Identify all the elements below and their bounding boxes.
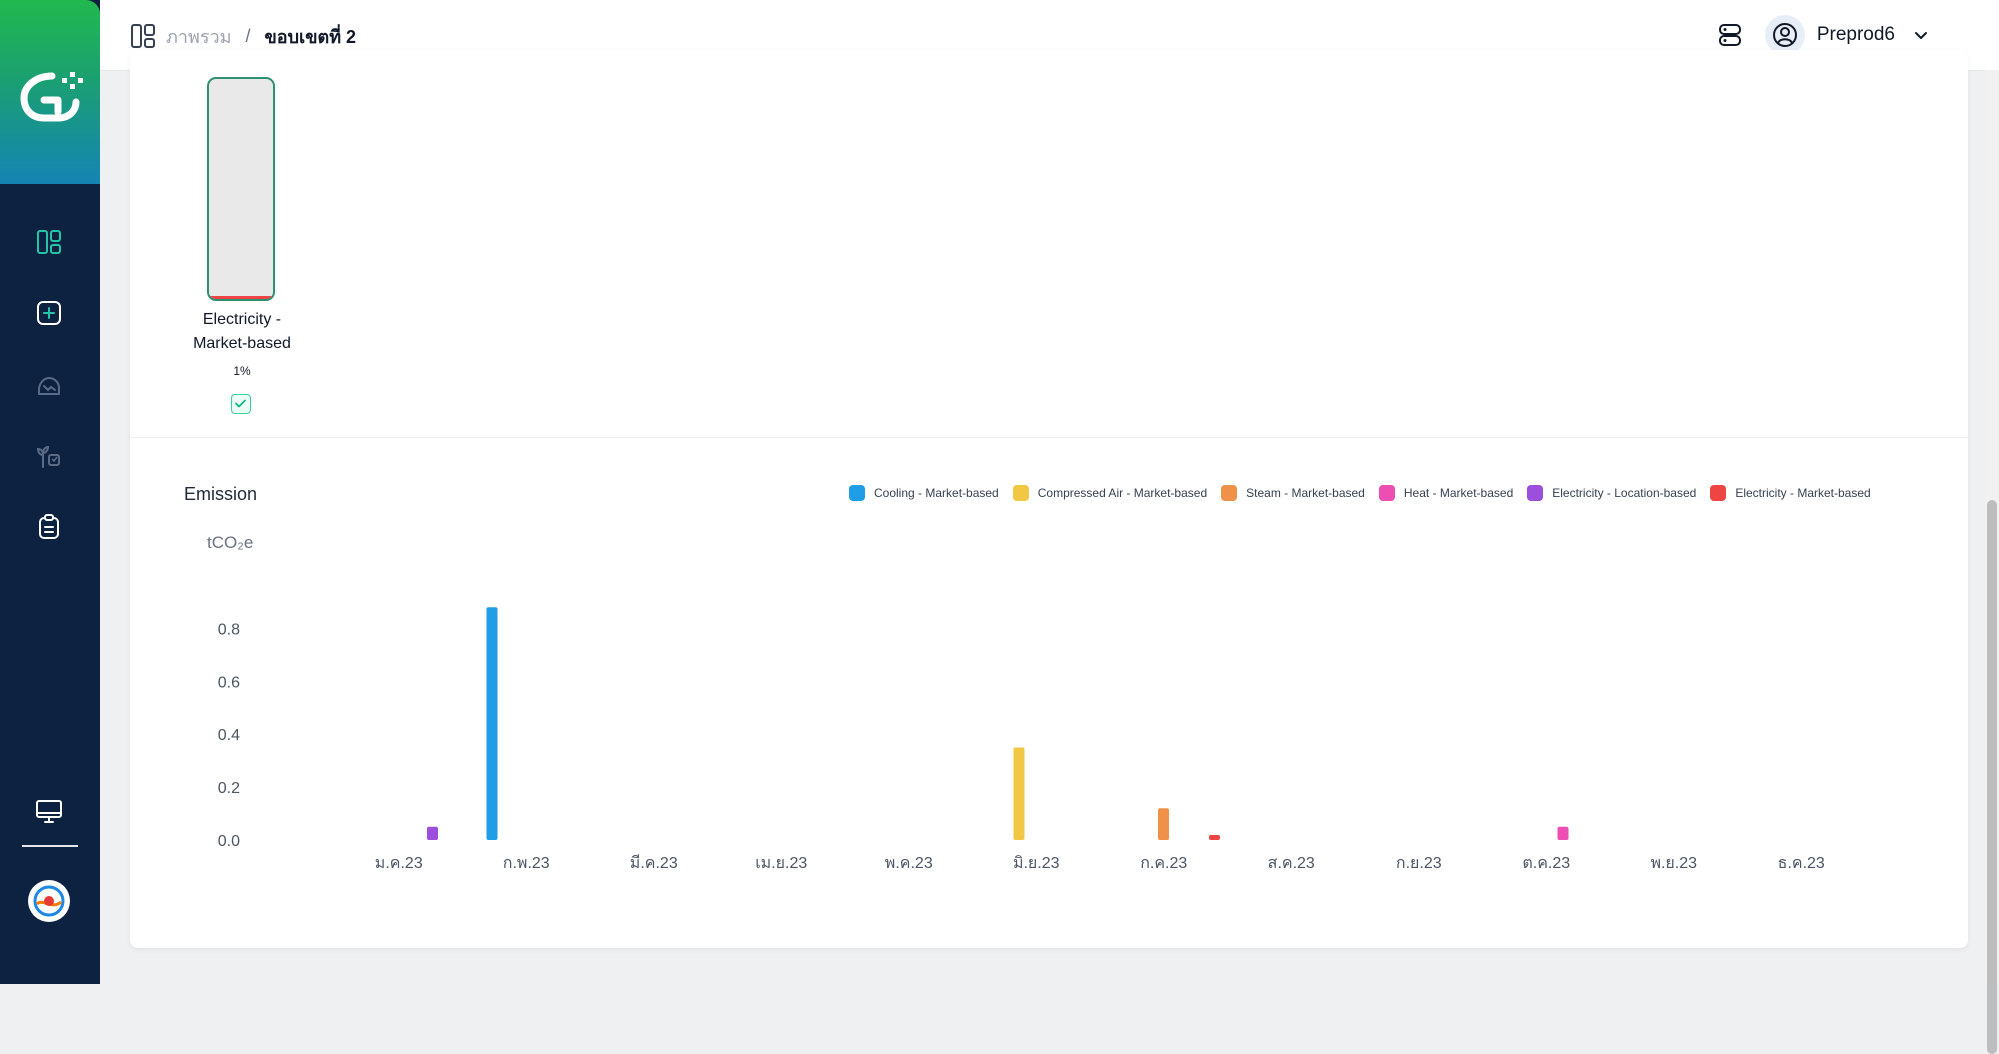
x-tick-label: มิ.ย.23: [1013, 855, 1060, 872]
breadcrumb-overview-link[interactable]: ภาพรวม: [166, 26, 232, 47]
x-tick-label: ส.ค.23: [1268, 855, 1315, 872]
section-divider: [130, 437, 1968, 438]
y-tick-label: 0.4: [218, 727, 240, 744]
user-avatar[interactable]: [1764, 15, 1805, 55]
legend-item[interactable]: Electricity - Market-based: [1710, 485, 1871, 501]
legend-item[interactable]: Heat - Market-based: [1378, 485, 1514, 501]
legend-label: Compressed Air - Market-based: [1037, 486, 1208, 500]
legend-swatch: [1710, 485, 1727, 501]
check-icon: [235, 399, 246, 408]
user-circle-icon: [1772, 23, 1797, 47]
header-user-area: Preprod6: [1717, 15, 1929, 55]
y-tick-label: 0.2: [218, 780, 240, 797]
legend-swatch: [1527, 485, 1544, 501]
x-tick-label: ก.พ.23: [503, 855, 550, 872]
emission-bar-chart: 0.0 0.2 0.4 0.6 0.8 ม.ค.23 ก.พ.23 มี.ค.23 เม.ย.2…: [218, 607, 1825, 872]
legend-item[interactable]: Steam - Market-based: [1221, 485, 1365, 501]
legend-swatch: [1378, 485, 1395, 501]
legend-label: Electricity - Market-based: [1735, 486, 1871, 500]
y-tick-label: 0.8: [218, 621, 240, 638]
legend-item[interactable]: Electricity - Location-based: [1527, 485, 1696, 501]
chart-title: Emission: [184, 484, 258, 504]
dashboard-icon[interactable]: [34, 227, 64, 257]
page-scrollbar[interactable]: [1985, 70, 1999, 1054]
bar-cooling-market-based-1[interactable]: [486, 607, 498, 840]
sidebar: [0, 0, 100, 984]
chart-legend: Cooling - Market-based Compressed Air - M…: [849, 485, 1885, 501]
server-icon[interactable]: [1717, 22, 1743, 48]
breadcrumb-current-page: ขอบเขตที่ 2: [264, 26, 357, 47]
legend-label: Steam - Market-based: [1246, 486, 1365, 500]
monitor-icon[interactable]: [34, 796, 64, 826]
organization-avatar[interactable]: [28, 880, 70, 922]
y-tick-label: 0.0: [218, 833, 240, 850]
tank-checkbox[interactable]: [231, 394, 251, 414]
tank-label: Electricity - Market-based: [160, 308, 324, 356]
tank-label-line2: Market-based: [193, 335, 291, 352]
legend-swatch: [849, 485, 865, 501]
content-card: [130, 50, 1968, 948]
organization-logo-icon: [33, 885, 65, 917]
x-tick-label: ก.ย.23: [1396, 855, 1442, 872]
legend-swatch: [1221, 485, 1238, 501]
dashboard-icon: [131, 24, 155, 48]
x-tick-label: มี.ค.23: [630, 854, 678, 872]
tank-label-line1: Electricity -: [202, 311, 282, 328]
app-logo-icon[interactable]: [18, 68, 88, 124]
breadcrumb-separator: /: [245, 25, 251, 46]
legend-swatch: [1012, 485, 1029, 501]
x-tick-label: พ.ค.23: [885, 855, 933, 872]
bar-steam-market-based-6[interactable]: [1158, 808, 1169, 840]
user-name[interactable]: Preprod6: [1816, 24, 1895, 45]
legend-label: Cooling - Market-based: [874, 486, 999, 500]
x-tick-label: ก.ค.23: [1140, 855, 1187, 872]
sidebar-brand-area: [0, 0, 100, 184]
x-tick-label: เม.ย.23: [755, 855, 807, 872]
x-tick-label: ม.ค.23: [375, 855, 423, 872]
add-square-icon[interactable]: [34, 298, 64, 328]
chart-unit-label: tCO₂e: [207, 533, 254, 552]
x-tick-label: ธ.ค.23: [1778, 855, 1825, 872]
legend-item[interactable]: Compressed Air - Market-based: [1012, 485, 1208, 501]
plant-icon[interactable]: [34, 441, 64, 471]
x-tick-label: ต.ค.23: [1522, 855, 1570, 872]
electricity-market-tank[interactable]: [207, 77, 275, 301]
legend-label: Electricity - Location-based: [1552, 486, 1697, 500]
legend-item[interactable]: Cooling - Market-based: [849, 485, 999, 501]
bar-electricity-location-based-0[interactable]: [427, 826, 438, 840]
bar-compressed-air-market-based-5[interactable]: [1013, 747, 1025, 840]
scrollbar-thumb[interactable]: [1987, 500, 1997, 1054]
tank-percent: 1%: [233, 364, 251, 378]
sidebar-divider: [22, 845, 78, 847]
bar-heat-market-based-9[interactable]: [1557, 826, 1569, 840]
legend-label: Heat - Market-based: [1403, 486, 1514, 500]
chevron-down-icon[interactable]: [1913, 27, 1929, 43]
breadcrumb: ภาพรวม / ขอบเขตที่ 2: [130, 22, 356, 50]
bar-electricity-market-based-6[interactable]: [1209, 835, 1220, 840]
tank-fill-level: [209, 295, 273, 299]
y-tick-label: 0.6: [218, 674, 240, 691]
x-tick-label: พ.ย.23: [1650, 855, 1697, 872]
clipboard-icon[interactable]: [34, 512, 64, 542]
cloud-emission-icon[interactable]: [34, 370, 64, 400]
